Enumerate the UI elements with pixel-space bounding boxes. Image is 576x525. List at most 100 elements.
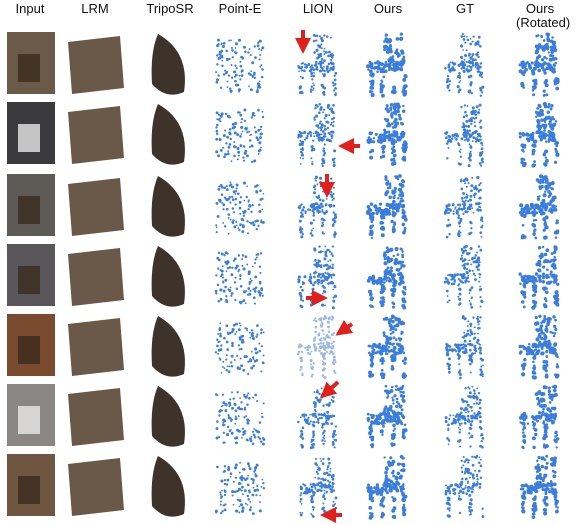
- point: [376, 421, 381, 426]
- point: [332, 500, 335, 503]
- point: [312, 82, 314, 85]
- point: [392, 432, 396, 437]
- point: [370, 365, 374, 368]
- point: [444, 490, 448, 493]
- point: [545, 423, 549, 426]
- point: [550, 48, 554, 52]
- point: [372, 66, 376, 70]
- point: [543, 222, 548, 227]
- point: [243, 108, 247, 112]
- point: [382, 331, 386, 335]
- point: [331, 245, 334, 248]
- point: [469, 246, 473, 251]
- point: [397, 281, 402, 286]
- point: [234, 276, 237, 279]
- point: [330, 67, 334, 71]
- point: [300, 211, 303, 215]
- point: [311, 139, 314, 142]
- point: [299, 135, 302, 138]
- point: [258, 280, 262, 284]
- point: [227, 197, 230, 201]
- point: [472, 488, 475, 491]
- point: [393, 324, 397, 328]
- point: [392, 199, 396, 204]
- point: [229, 404, 232, 407]
- point: [462, 122, 465, 125]
- point: [325, 210, 328, 214]
- point: [448, 363, 452, 367]
- point: [382, 44, 387, 49]
- point: [462, 464, 465, 467]
- point: [320, 396, 323, 399]
- point: [371, 435, 375, 439]
- point: [307, 132, 310, 135]
- point: [481, 144, 484, 147]
- point: [395, 317, 398, 320]
- point: [447, 427, 450, 430]
- point: [310, 500, 313, 503]
- point: [468, 129, 471, 132]
- point: [313, 118, 316, 121]
- point: [320, 58, 324, 61]
- point: [536, 106, 540, 110]
- point: [469, 303, 472, 306]
- point: [524, 483, 528, 487]
- point: [521, 372, 526, 377]
- point: [334, 503, 337, 505]
- point: [313, 491, 316, 494]
- point: [532, 355, 537, 360]
- point: [542, 272, 546, 276]
- point: [300, 432, 304, 436]
- point: [233, 402, 237, 406]
- point: [555, 505, 558, 508]
- point: [315, 396, 318, 400]
- point: [256, 333, 259, 336]
- point: [311, 161, 314, 163]
- point: [330, 342, 333, 345]
- point: [219, 348, 223, 351]
- point: [325, 278, 329, 282]
- point: [520, 157, 524, 162]
- point: [323, 489, 326, 492]
- point: [297, 420, 300, 424]
- point: [549, 123, 554, 128]
- point: [551, 198, 555, 202]
- point: [333, 78, 337, 82]
- point: [542, 436, 547, 441]
- point: [367, 483, 370, 487]
- point: [541, 280, 546, 284]
- point: [544, 140, 548, 143]
- point: [321, 462, 325, 465]
- point: [301, 288, 304, 292]
- point: [327, 104, 331, 108]
- point: [401, 250, 404, 253]
- point: [373, 490, 377, 493]
- point: [300, 344, 303, 347]
- point: [258, 291, 262, 295]
- point: [462, 49, 464, 51]
- point: [478, 153, 483, 157]
- point: [466, 481, 470, 484]
- point: [460, 280, 463, 284]
- point: [257, 436, 260, 439]
- point: [255, 253, 258, 256]
- point: [472, 316, 475, 319]
- point: [383, 40, 386, 43]
- point: [317, 282, 320, 285]
- point: [216, 63, 219, 66]
- point: [329, 123, 333, 126]
- point: [534, 218, 538, 222]
- point: [401, 222, 406, 227]
- point: [239, 503, 244, 507]
- point: [534, 348, 537, 351]
- point: [403, 357, 408, 361]
- point: [329, 193, 332, 196]
- point: [532, 213, 536, 217]
- point: [258, 209, 262, 214]
- point: [224, 112, 228, 116]
- point: [524, 67, 528, 72]
- point: [543, 403, 547, 408]
- point: [553, 332, 557, 335]
- point: [330, 52, 333, 55]
- point: [403, 423, 407, 427]
